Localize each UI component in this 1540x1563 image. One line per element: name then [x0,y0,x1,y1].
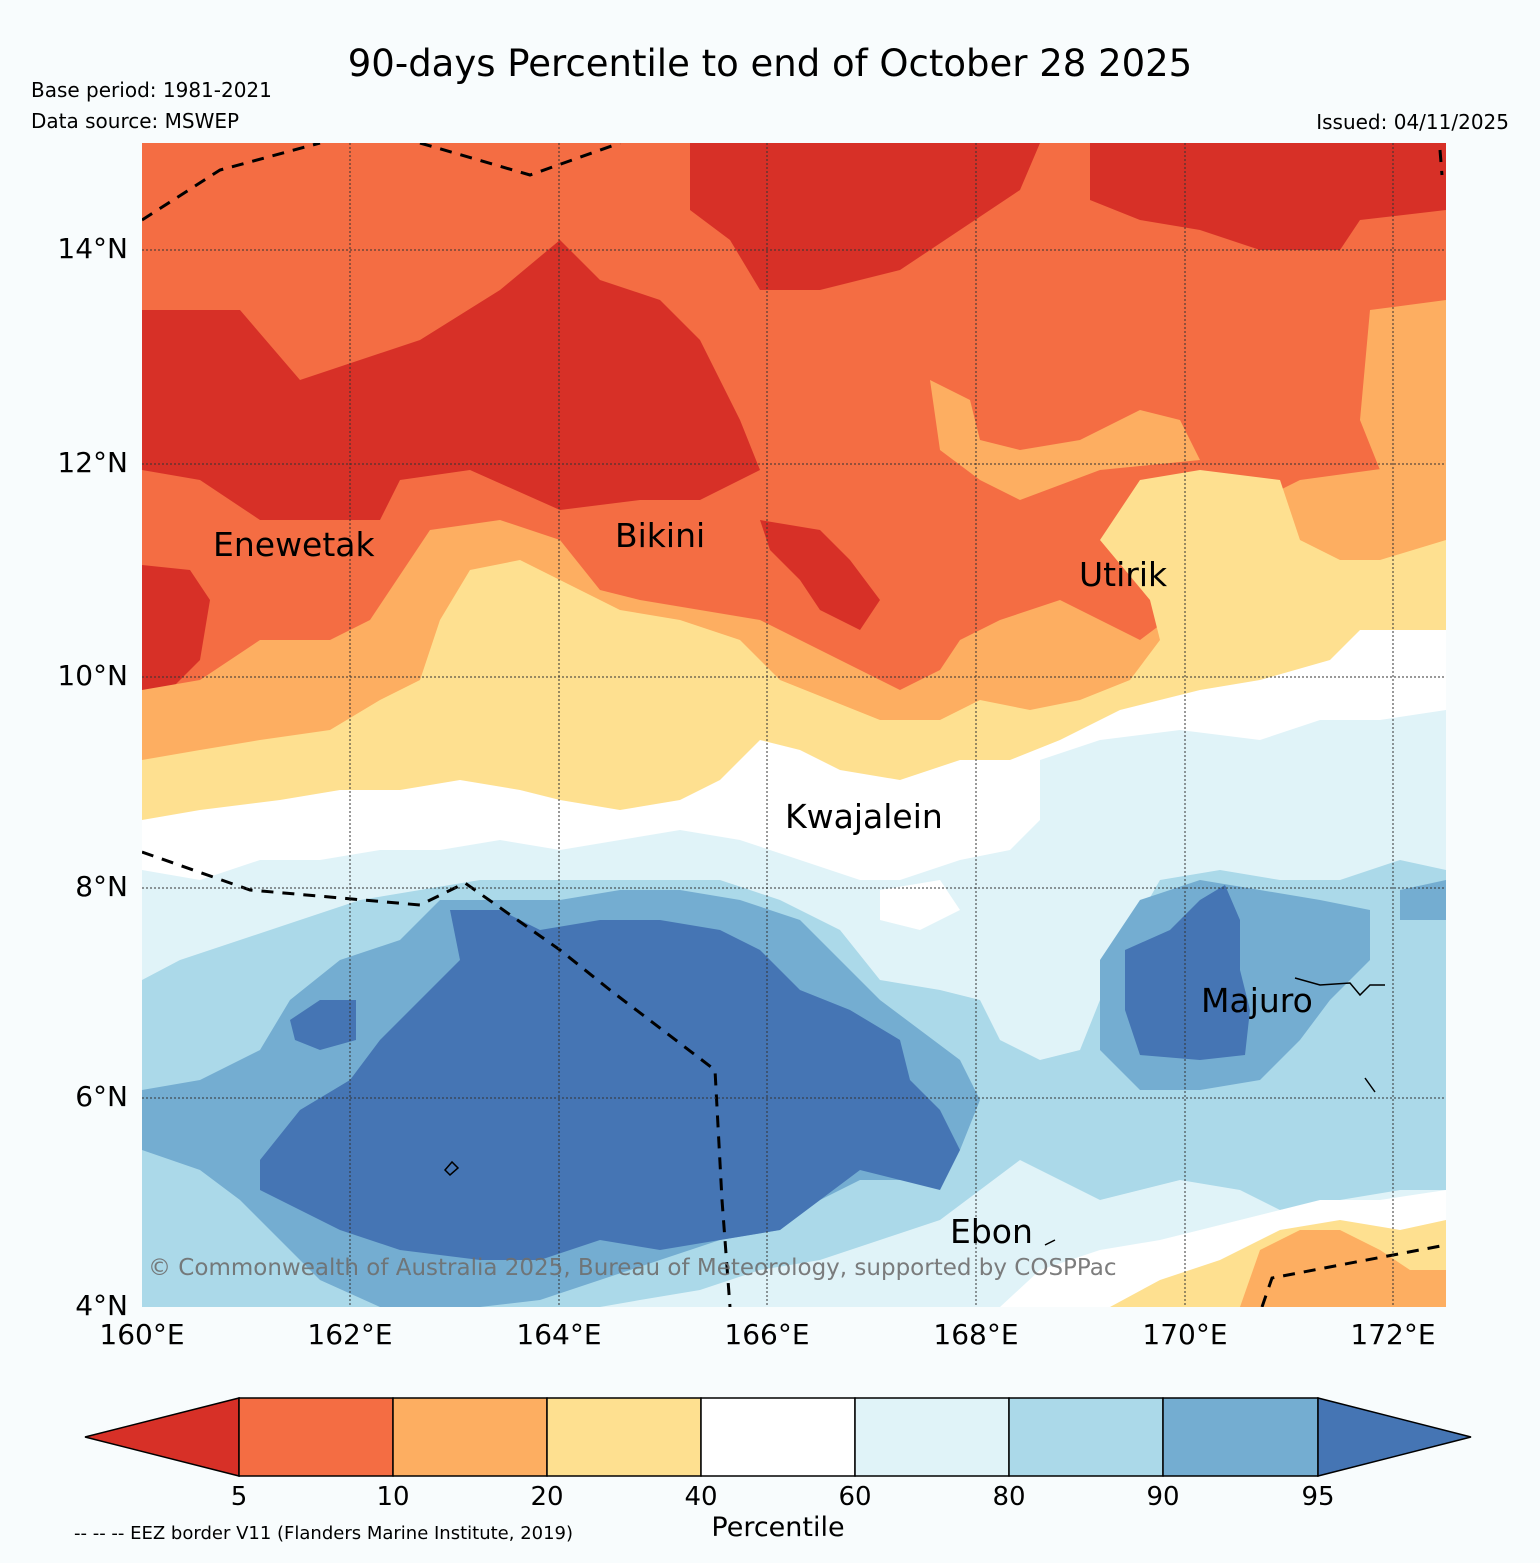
lat-label-8n: 8°N [75,870,128,903]
colorbar-tick-40: 40 [684,1482,718,1512]
lon-label-170e: 170°E [1142,1318,1228,1351]
colorbar-swatch-5-10 [238,1397,394,1477]
lon-label-166e: 166°E [724,1318,810,1351]
band-darkblue [260,910,960,1260]
band-midblue-right2 [1400,880,1446,920]
place-label-utirik: Utirik [1079,555,1168,594]
lat-label-10n: 10°N [57,659,128,692]
colorbar-swatch-40-60 [700,1397,856,1477]
colorbar-swatch-above-95 [1317,1397,1472,1477]
band-red-top3 [1090,143,1446,250]
band-white-patch [880,880,960,930]
colorbar-tick-5: 5 [230,1482,248,1512]
place-label-ebon: Ebon [950,1212,1033,1251]
place-label-bikini: Bikini [615,516,706,555]
colorbar-swatch-60-80 [854,1397,1010,1477]
copyright-notice: © Commonwealth of Australia 2025, Bureau… [148,1255,1117,1281]
lon-label-160e: 160°E [99,1318,185,1351]
colorbar-tick-95: 95 [1301,1482,1335,1512]
base-period-label: Base period: 1981-2021 [31,78,272,102]
colorbar-tick-60: 60 [838,1482,872,1512]
colorbar-swatch-90-95 [1162,1397,1319,1477]
band-orange-bottom [1240,1230,1446,1307]
percentile-map [142,143,1446,1307]
colorbar-swatch-20-40 [546,1397,702,1477]
colorbar-tick-10: 10 [376,1482,410,1512]
band-red-top [142,240,760,520]
atoll-outlines [443,977,1385,1246]
eez-border-note: -- -- -- EEZ border V11 (Flanders Marine… [74,1523,574,1544]
chart-title: 90-days Percentile to end of October 28 … [347,42,1193,85]
lat-label-6n: 6°N [75,1080,128,1113]
colorbar-title: Percentile [711,1512,845,1543]
lon-label-164e: 164°E [516,1318,602,1351]
place-label-majuro: Majuro [1201,981,1313,1020]
lon-label-172e: 172°E [1350,1318,1436,1351]
colorbar-swatch-below-5 [84,1397,240,1477]
lat-label-12n: 12°N [57,446,128,479]
colorbar-swatch-10-20 [392,1397,548,1477]
colorbar-swatches [84,1397,1472,1477]
colorbar-tick-90: 90 [1146,1482,1180,1512]
band-red-top2 [690,143,1040,290]
band-red-mid [760,520,880,630]
band-red-left [142,565,210,690]
colorbar-tick-80: 80 [992,1482,1026,1512]
issued-date-label: Issued: 04/11/2025 [1316,110,1509,134]
colorbar-swatch-80-90 [1008,1397,1164,1477]
colorbar-tick-20: 20 [530,1482,564,1512]
band-orange-top [930,380,1200,500]
place-label-enewetak: Enewetak [213,525,375,564]
place-label-kwajalein: Kwajalein [785,797,943,836]
gridlines [142,143,1446,1307]
band-darkblue-left [290,1000,356,1050]
band-darkblue-right [1125,885,1250,1060]
data-source-label: Data source: MSWEP [31,109,240,133]
lat-label-4n: 4°N [75,1289,128,1322]
lat-label-14n: 14°N [57,232,128,265]
band-orange-right [1360,300,1446,470]
lon-label-168e: 168°E [933,1318,1019,1351]
lon-label-162e: 162°E [307,1318,393,1351]
